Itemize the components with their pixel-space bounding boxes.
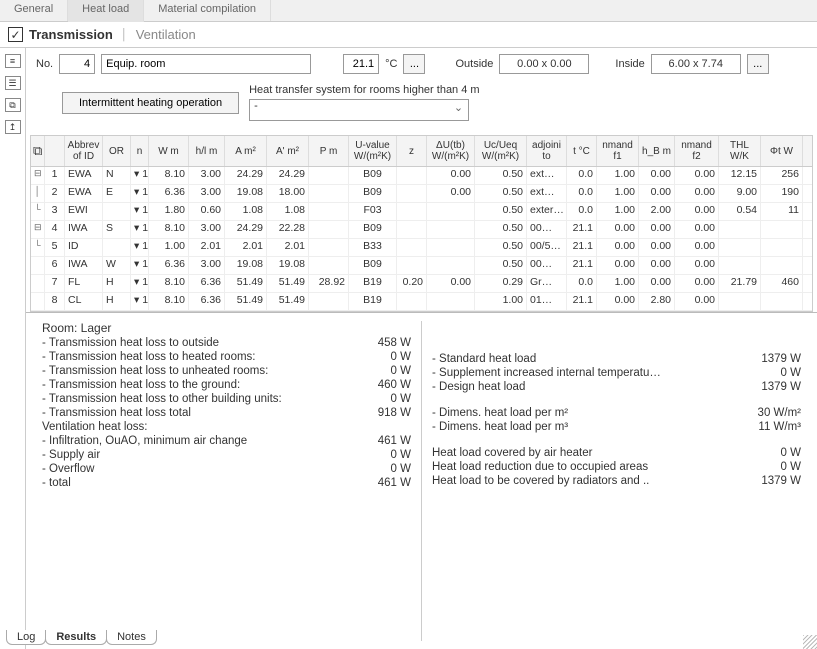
table-row[interactable]: 6IWAW▾ 16.363.0019.0819.08B090.5000…21.1…	[31, 257, 812, 275]
table-row[interactable]: ⊟4IWAS▾ 18.103.0024.2922.28B090.5000…21.…	[31, 221, 812, 239]
col-header[interactable]: THL W/K	[719, 136, 761, 166]
results-panel: Room: Lager - Transmission heat loss to …	[26, 312, 817, 649]
result-line: - Standard heat load1379 W	[432, 353, 801, 365]
intermittent-heating-button[interactable]: Intermittent heating operation	[62, 92, 239, 114]
transfer-system-caption: Heat transfer system for rooms higher th…	[249, 84, 479, 96]
result-line: - Transmission heat loss to other buildi…	[42, 393, 411, 405]
outside-dim[interactable]: 0.00 x 0.00	[499, 54, 589, 74]
tab-material[interactable]: Material compilation	[144, 0, 271, 21]
col-header[interactable]: A' m²	[267, 136, 309, 166]
col-header[interactable]: nmand f1	[597, 136, 639, 166]
col-header[interactable]: Φt W	[761, 136, 803, 166]
vent-title: Ventilation heat loss:	[42, 421, 411, 433]
resize-grip[interactable]	[803, 635, 817, 649]
toolbar-icon-1[interactable]: ≡	[5, 54, 21, 68]
col-header[interactable]: nmand f2	[675, 136, 719, 166]
inside-more-button[interactable]: ...	[747, 54, 769, 74]
toolbar-icon-2[interactable]: ☰	[5, 76, 21, 90]
elements-table: ⧉ Abbrev of IDORnW mh/l mA m²A' m²P mU-va…	[30, 135, 813, 312]
transfer-system-dropdown[interactable]: -	[249, 99, 469, 121]
inside-dim[interactable]: 6.00 x 7.74	[651, 54, 741, 74]
col-header[interactable]: h/l m	[189, 136, 225, 166]
col-header[interactable]: W m	[149, 136, 189, 166]
result-line: - Design heat load1379 W	[432, 381, 801, 393]
result-line: - Transmission heat loss to unheated roo…	[42, 365, 411, 377]
table-row[interactable]: ⊟1EWAN▾ 18.103.0024.2924.29B090.000.50ex…	[31, 167, 812, 185]
subtab-transmission[interactable]: Transmission	[29, 27, 113, 42]
temp-more-button[interactable]: ...	[403, 54, 425, 74]
result-line: - Transmission heat loss to heated rooms…	[42, 351, 411, 363]
temp-unit: °C	[385, 58, 397, 70]
toolbar-icon-3[interactable]: ⧉	[5, 98, 21, 112]
col-header[interactable]: adjoini to	[527, 136, 567, 166]
result-line: - Transmission heat loss to the ground:4…	[42, 379, 411, 391]
export-icon[interactable]: ↥	[5, 120, 21, 134]
result-line: Heat load reduction due to occupied area…	[432, 461, 801, 473]
subtab-ventilation[interactable]: Ventilation	[136, 27, 196, 42]
bottom-tabs: Log Results Notes	[6, 630, 156, 645]
result-line: - Dimens. heat load per m²30 W/m²	[432, 407, 801, 419]
tab-heatload[interactable]: Heat load	[68, 0, 144, 22]
room-title: Room: Lager	[42, 321, 411, 335]
col-header[interactable]: A m²	[225, 136, 267, 166]
bottom-tab-notes[interactable]: Notes	[106, 630, 157, 645]
result-line: - Supplement increased internal temperat…	[432, 367, 801, 379]
col-header[interactable]: ΔU(tb) W/(m²K)	[427, 136, 475, 166]
col-header[interactable]	[803, 136, 817, 166]
col-header[interactable]: Uc/Ueq W/(m²K)	[475, 136, 527, 166]
room-info-row: No. °C ... Outside 0.00 x 0.00 Inside 6.…	[26, 48, 817, 80]
result-line: - Transmission heat loss total918 W	[42, 407, 411, 419]
result-line: - Infiltration, OuAO, minimum air change…	[42, 435, 411, 447]
result-line: - Supply air0 W	[42, 449, 411, 461]
bottom-tab-results[interactable]: Results	[45, 630, 107, 645]
result-line: - Dimens. heat load per m³11 W/m³	[432, 421, 801, 433]
col-header[interactable]: h_B m	[639, 136, 675, 166]
result-line: - Transmission heat loss to outside458 W	[42, 337, 411, 349]
result-line: Heat load covered by air heater0 W	[432, 447, 801, 459]
no-label: No.	[36, 58, 53, 70]
transmission-checkbox[interactable]: ✓	[8, 27, 23, 42]
col-header[interactable]: t °C	[567, 136, 597, 166]
outside-label: Outside	[455, 58, 493, 70]
result-line: - Overflow0 W	[42, 463, 411, 475]
col-header[interactable]	[45, 136, 65, 166]
room-no-input[interactable]	[59, 54, 95, 74]
col-header[interactable]: z	[397, 136, 427, 166]
result-line: - total461 W	[42, 477, 411, 489]
sub-header: ✓ Transmission │ Ventilation	[0, 22, 817, 48]
col-header[interactable]: ⧉	[31, 136, 45, 166]
room-name-input[interactable]	[101, 54, 311, 74]
col-header[interactable]: Abbrev of ID	[65, 136, 103, 166]
table-row[interactable]: └3EWI▾ 11.800.601.081.08F030.50exter…0.0…	[31, 203, 812, 221]
table-row[interactable]: 8CLH▾ 18.106.3651.4951.49B191.0001…21.10…	[31, 293, 812, 311]
table-row[interactable]: 7FLH▾ 18.106.3651.4951.4928.92B190.200.0…	[31, 275, 812, 293]
table-row[interactable]: │2EWAE▾ 16.363.0019.0818.00B090.000.50ex…	[31, 185, 812, 203]
tab-general[interactable]: General	[0, 0, 68, 21]
inside-label: Inside	[615, 58, 644, 70]
bottom-tab-log[interactable]: Log	[6, 630, 46, 645]
top-tabs: General Heat load Material compilation	[0, 0, 817, 22]
col-header[interactable]: P m	[309, 136, 349, 166]
col-header[interactable]: OR	[103, 136, 131, 166]
table-row[interactable]: └5ID▾ 11.002.012.012.01B330.5000/5…21.10…	[31, 239, 812, 257]
result-line: Heat load to be covered by radiators and…	[432, 475, 801, 487]
room-temp-input[interactable]	[343, 54, 379, 74]
table-header-row: ⧉ Abbrev of IDORnW mh/l mA m²A' m²P mU-va…	[31, 136, 812, 167]
heating-row: Intermittent heating operation Heat tran…	[26, 80, 817, 131]
left-toolbar: ≡ ☰ ⧉ ↥	[0, 48, 26, 649]
col-header[interactable]: U-value W/(m²K)	[349, 136, 397, 166]
col-header[interactable]: n	[131, 136, 149, 166]
